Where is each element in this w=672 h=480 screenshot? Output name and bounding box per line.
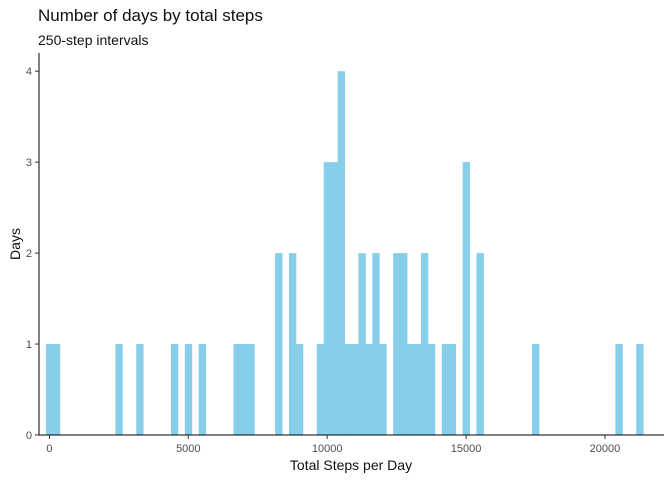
histogram-bar (184, 344, 193, 435)
histogram-bar (52, 344, 61, 435)
y-tick-label: 0 (26, 430, 32, 442)
histogram-bar (344, 344, 352, 435)
histogram-bar (289, 253, 297, 435)
histogram-bar (462, 162, 470, 435)
histogram-bar (393, 253, 401, 435)
histogram-bar (372, 253, 380, 435)
histogram-bar (323, 162, 332, 435)
histogram-bar (247, 344, 255, 435)
y-tick-label: 4 (26, 66, 32, 78)
x-axis-ticks: 0 5000 10000 15000 20000 (46, 435, 620, 455)
x-tick-label: 0 (46, 443, 52, 455)
y-tick-label: 1 (26, 339, 32, 351)
histogram-bar (316, 344, 325, 435)
histogram-bar (407, 344, 415, 435)
histogram-bar (295, 344, 304, 435)
histogram-bar (233, 344, 241, 435)
x-tick-label: 20000 (590, 443, 621, 455)
histogram-bar (330, 162, 339, 435)
histogram-bar (365, 344, 373, 435)
histogram-bar (115, 344, 123, 435)
histogram-bar (448, 344, 457, 435)
histogram-bar (240, 344, 248, 435)
y-tick-label: 3 (26, 157, 32, 169)
x-tick-label: 15000 (451, 443, 482, 455)
y-axis-label: Days (7, 228, 23, 260)
y-tick-label: 2 (26, 248, 32, 260)
histogram-bar (476, 253, 484, 435)
chart-title: Number of days by total steps (38, 6, 263, 25)
histogram-bar (636, 344, 644, 435)
histogram-bar (379, 344, 387, 435)
histogram-bar (45, 344, 54, 435)
histogram-bar (170, 344, 179, 435)
histogram-bar (337, 71, 345, 435)
x-tick-label: 5000 (176, 443, 200, 455)
y-axis-ticks: 0 1 2 3 4 (26, 66, 39, 442)
histogram-bar (441, 344, 450, 435)
histogram-bar (400, 253, 408, 435)
histogram-bar (198, 344, 207, 435)
histogram-bar (615, 344, 623, 435)
histogram-bar (351, 344, 359, 435)
histogram-bar (427, 344, 436, 435)
histogram-bar (136, 344, 144, 435)
histogram-bar (414, 344, 422, 435)
histogram-bar (420, 253, 429, 435)
x-axis-label: Total Steps per Day (290, 457, 412, 473)
histogram-bar (275, 253, 283, 435)
histogram-bar (532, 344, 540, 435)
bars-layer (45, 71, 644, 435)
chart-subtitle: 250-step intervals (38, 32, 149, 48)
histogram-bar (358, 253, 366, 435)
x-tick-label: 10000 (312, 443, 343, 455)
